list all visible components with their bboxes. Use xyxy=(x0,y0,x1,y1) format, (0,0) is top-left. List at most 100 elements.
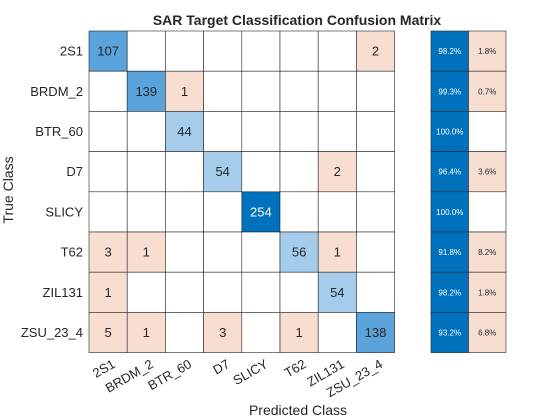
y-tick-label: BTR_60 xyxy=(35,124,83,139)
matrix-cell-value: 2 xyxy=(372,44,379,59)
matrix-cell-value: 1 xyxy=(143,325,150,340)
matrix-cell xyxy=(241,151,281,193)
matrix-cell xyxy=(279,191,319,233)
summary-incorrect-cell xyxy=(468,111,507,152)
x-tick-label: SLICY xyxy=(230,356,270,388)
summary-incorrect-label: 1.8% xyxy=(478,288,496,297)
matrix-cell-value: 1 xyxy=(334,245,341,260)
summary-incorrect-label: 8.2% xyxy=(478,248,496,257)
summary-incorrect-cell xyxy=(468,191,507,233)
matrix-cell xyxy=(203,231,243,273)
matrix-cell xyxy=(203,271,243,313)
matrix-cell xyxy=(241,111,281,152)
matrix-cell-value: 254 xyxy=(250,204,272,219)
summary-correct-label: 98.2% xyxy=(438,47,461,56)
matrix-cell-value: 1 xyxy=(143,245,150,260)
matrix-cell xyxy=(126,312,166,353)
matrix-cell-value: 2 xyxy=(334,164,341,179)
matrix-cell-value: 44 xyxy=(177,124,191,139)
matrix-cell-value: 54 xyxy=(330,285,344,300)
matrix-cell xyxy=(203,312,243,353)
matrix-cell xyxy=(279,30,319,72)
summary-correct-cell xyxy=(430,30,469,72)
matrix-cell xyxy=(279,271,319,313)
matrix-cell-value: 107 xyxy=(97,44,119,59)
summary-correct-cell xyxy=(430,191,469,233)
y-tick-label: T62 xyxy=(61,245,83,260)
matrix-cell xyxy=(203,70,243,112)
summary-correct-cell xyxy=(430,151,469,193)
matrix-cell xyxy=(356,151,395,193)
matrix-cell xyxy=(126,30,166,72)
matrix-cell xyxy=(279,70,319,112)
matrix-cell xyxy=(241,231,281,273)
summary-incorrect-cell xyxy=(468,271,507,313)
summary-correct-label: 98.2% xyxy=(438,288,461,297)
matrix-cell xyxy=(88,191,128,233)
matrix-cell xyxy=(203,111,243,152)
matrix-cell xyxy=(165,70,204,112)
matrix-cell xyxy=(88,70,128,112)
matrix-cell xyxy=(126,70,166,112)
summary-incorrect-cell xyxy=(468,312,507,353)
matrix-cell-value: 1 xyxy=(181,84,188,99)
matrix-cell xyxy=(356,271,395,313)
matrix-cell xyxy=(241,271,281,313)
matrix-cell xyxy=(165,30,204,72)
matrix-cell xyxy=(126,271,166,313)
summary-incorrect-cell xyxy=(468,70,507,112)
summary-incorrect-label: 6.8% xyxy=(478,329,496,338)
x-tick-label: D7 xyxy=(210,356,232,377)
matrix-cell xyxy=(165,271,204,313)
matrix-grid: 107 2 139 1 44 54 2 254 3 1 56 1 1 54 5 1 3 1 138 xyxy=(88,30,395,353)
summary-correct-cell xyxy=(430,231,469,273)
matrix-cell-value: 54 xyxy=(215,164,229,179)
summary-correct-label: 100.0% xyxy=(436,208,463,217)
summary-incorrect-cell xyxy=(468,30,507,72)
x-tick-label: BTR_60 xyxy=(145,356,194,393)
matrix-cell-value: 138 xyxy=(365,325,387,340)
matrix-cell xyxy=(279,151,319,193)
row-summary-panel: 98.2% 1.8% 99.3% 0.7% 100.0% 96.4% 3.6% 100.0% 9… xyxy=(430,30,507,353)
summary-correct-label: 93.2% xyxy=(438,329,461,338)
matrix-cell xyxy=(317,231,357,273)
y-tick-label: ZSU_23_4 xyxy=(21,325,83,340)
x-axis-label: Predicted Class xyxy=(249,402,347,418)
matrix-cell xyxy=(356,312,395,353)
matrix-cell xyxy=(317,271,357,313)
matrix-cell xyxy=(203,151,243,193)
summary-incorrect-label: 0.7% xyxy=(478,87,496,96)
matrix-cell-value: 1 xyxy=(295,325,302,340)
matrix-cell xyxy=(241,191,281,233)
matrix-cell xyxy=(317,312,357,353)
matrix-cell xyxy=(126,111,166,152)
summary-correct-cell xyxy=(430,70,469,112)
y-tick-labels: 2S1 BRDM_2 BTR_60 D7 SLICY T62 ZIL131 ZSU_23_4 xyxy=(21,44,83,340)
matrix-cell xyxy=(356,231,395,273)
summary-incorrect-cell xyxy=(468,151,507,193)
summary-correct-label: 91.8% xyxy=(438,248,461,257)
matrix-cell xyxy=(241,70,281,112)
matrix-cell xyxy=(165,231,204,273)
y-tick-label: ZIL131 xyxy=(43,285,83,300)
matrix-cell xyxy=(317,191,357,233)
chart-title: SAR Target Classification Confusion Matr… xyxy=(153,12,442,28)
summary-incorrect-label: 1.8% xyxy=(478,47,496,56)
matrix-cell xyxy=(126,151,166,193)
y-tick-label: BRDM_2 xyxy=(30,84,83,99)
summary-incorrect-cell xyxy=(468,231,507,273)
matrix-cell xyxy=(279,312,319,353)
matrix-cell xyxy=(88,111,128,152)
matrix-cell xyxy=(241,30,281,72)
summary-correct-label: 99.3% xyxy=(438,87,461,96)
summary-correct-label: 96.4% xyxy=(438,168,461,177)
y-tick-label: D7 xyxy=(66,164,83,179)
matrix-cell xyxy=(317,111,357,152)
matrix-cell xyxy=(203,191,243,233)
matrix-cell-value: 5 xyxy=(104,325,111,340)
summary-correct-label: 100.0% xyxy=(436,128,463,137)
matrix-cell-value: 56 xyxy=(292,245,306,260)
matrix-cell xyxy=(356,191,395,233)
